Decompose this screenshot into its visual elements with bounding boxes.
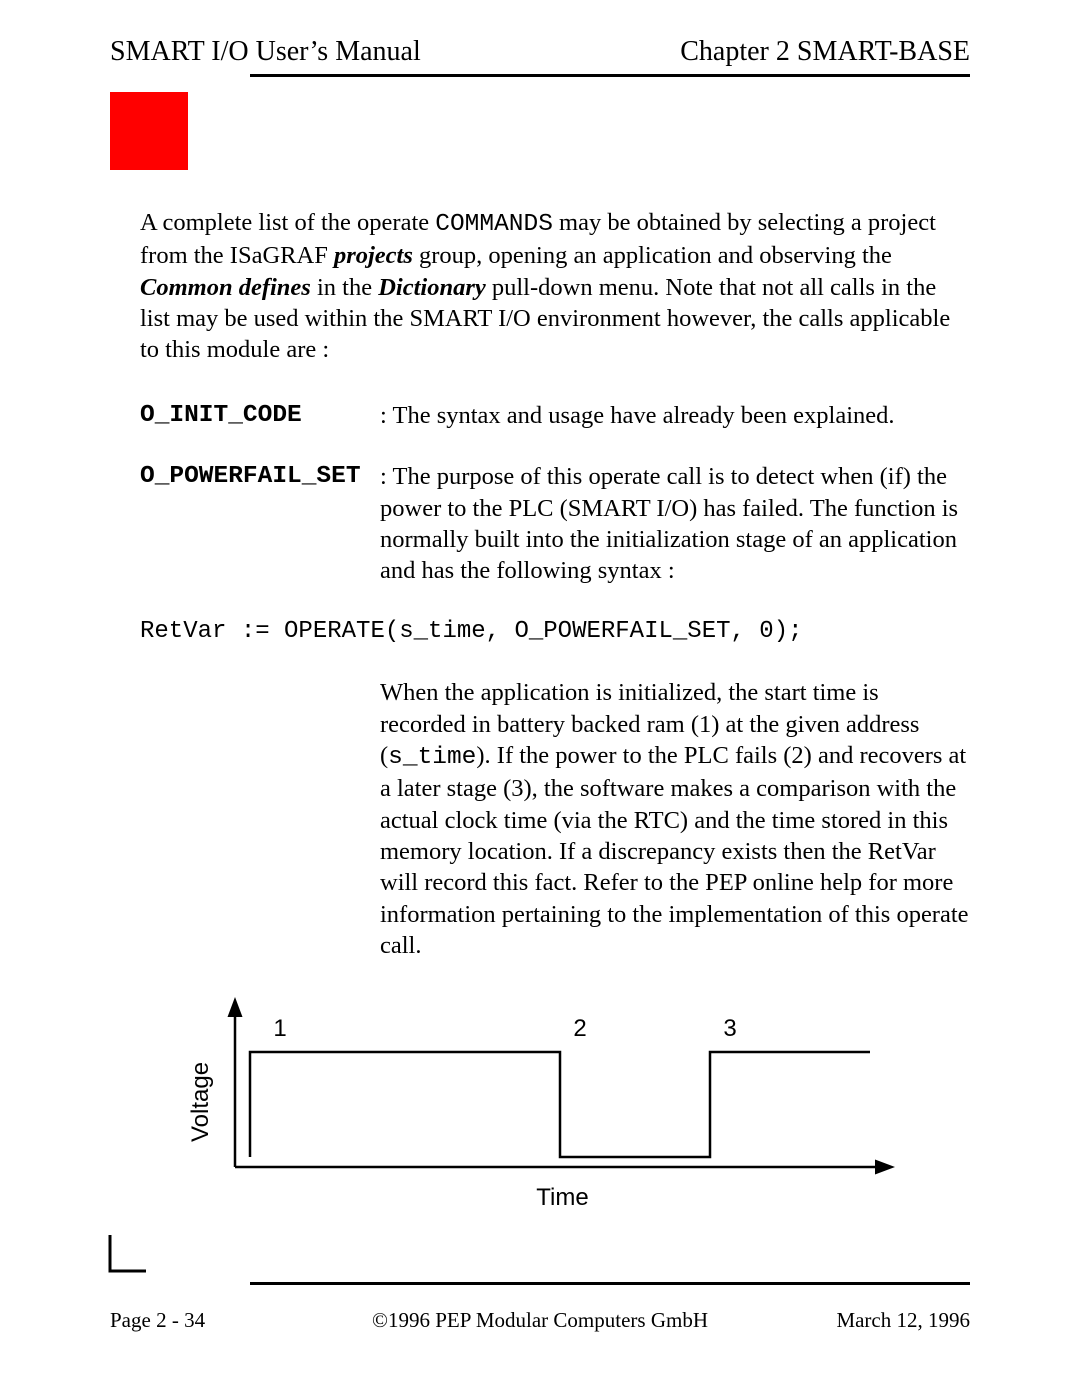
footer: Page 2 - 34 ©1996 PEP Modular Computers … — [110, 1308, 970, 1333]
post-text: ). If the power to the PLC fails (2) and… — [380, 742, 969, 959]
intro-text: A complete list of the operate — [140, 209, 435, 236]
bottom-left-corner-mark — [108, 1233, 148, 1273]
intro-code: COMMANDS — [435, 211, 553, 238]
svg-text:3: 3 — [723, 1015, 736, 1042]
header-left: SMART I/O User’s Manual — [110, 36, 421, 68]
entry-desc: : The purpose of this operate call is to… — [380, 461, 970, 586]
intro-em-dictionary: Dictionary — [378, 274, 486, 301]
intro-text: group, opening an application and observ… — [413, 242, 892, 269]
intro-em-projects: projects — [334, 242, 413, 269]
intro-paragraph: A complete list of the operate COMMANDS … — [140, 207, 970, 366]
svg-text:2: 2 — [573, 1015, 586, 1042]
header-right: Chapter 2 SMART-BASE — [680, 36, 970, 68]
voltage-time-diagram: 1 2 3 Voltage Time — [190, 992, 970, 1230]
page: SMART I/O User’s Manual Chapter 2 SMART-… — [0, 0, 1080, 1230]
post-paragraph: When the application is initialized, the… — [380, 677, 970, 961]
footer-page: Page 2 - 34 — [110, 1308, 205, 1333]
intro-em-common-defines: Common defines — [140, 274, 311, 301]
header-rule — [250, 74, 970, 77]
svg-text:Voltage: Voltage — [190, 1062, 214, 1142]
svg-text:Time: Time — [536, 1184, 588, 1211]
intro-text: in the — [311, 274, 378, 301]
footer-rule — [250, 1282, 970, 1285]
footer-date: March 12, 1996 — [836, 1308, 970, 1333]
voltage-time-svg: 1 2 3 Voltage Time — [190, 992, 930, 1222]
running-header: SMART I/O User’s Manual Chapter 2 SMART-… — [110, 36, 970, 68]
red-corner-block — [110, 92, 188, 170]
entry-label: O_INIT_CODE — [140, 400, 380, 431]
body-content: A complete list of the operate COMMANDS … — [110, 207, 970, 1230]
entry-o-init-code: O_INIT_CODE : The syntax and usage have … — [140, 400, 970, 431]
svg-text:1: 1 — [273, 1015, 286, 1042]
entry-o-powerfail-set: O_POWERFAIL_SET : The purpose of this op… — [140, 461, 970, 586]
entry-desc: : The syntax and usage have already been… — [380, 400, 970, 431]
entry-label: O_POWERFAIL_SET — [140, 461, 380, 586]
post-code: s_time — [388, 744, 476, 771]
code-line: RetVar := OPERATE(s_time, O_POWERFAIL_SE… — [140, 617, 970, 648]
